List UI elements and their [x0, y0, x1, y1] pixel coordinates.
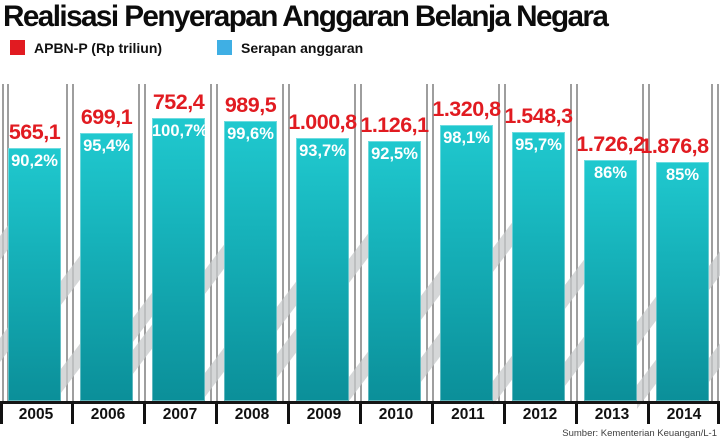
separator-pillar-line [570, 84, 572, 403]
bar: 98,1% [440, 125, 493, 401]
separator-pillar-line [66, 84, 68, 403]
separator-pillar-line [642, 84, 644, 403]
bar-value-label: 699,1 [80, 105, 133, 129]
year-label: 2009 [306, 406, 342, 423]
bar-percent-label: 100,7% [152, 122, 208, 140]
legend-swatch-red-icon [10, 40, 25, 55]
bar: 86% [584, 160, 637, 401]
bar-value-label: 989,5 [224, 93, 277, 117]
separator-pillar-line [426, 84, 428, 403]
separator-pillar-line [711, 84, 713, 403]
bar: 100,7% [152, 118, 208, 401]
separator-pillar-line [716, 84, 719, 403]
year-axis-tick [431, 402, 434, 424]
bar: 92,5% [368, 141, 421, 401]
year-axis-tick [503, 402, 506, 424]
year-label: 2012 [522, 406, 558, 423]
separator-pillar-line [576, 84, 578, 403]
bar: 85% [656, 162, 709, 401]
year-axis-tick [0, 402, 3, 424]
year-axis-tick [359, 402, 362, 424]
bar-percent-label: 98,1% [443, 129, 490, 147]
bar-percent-label: 90,2% [11, 152, 58, 170]
separator-pillar-line [648, 84, 650, 403]
bar-value-label: 1.548,3 [504, 104, 573, 128]
bar-value-label: 1.726,2 [576, 132, 645, 156]
separator-pillar-line [432, 84, 434, 403]
legend-item-apbnp: APBN-P (Rp triliun) [10, 39, 162, 56]
legend-label-serapan: Serapan anggaran [241, 39, 364, 56]
year-label: 2011 [451, 406, 485, 423]
bar: 95,4% [80, 133, 133, 401]
bar: 95,7% [512, 132, 565, 401]
separator-pillar-line [72, 84, 74, 403]
bar-percent-label: 85% [665, 166, 700, 184]
year-label: 2006 [90, 406, 126, 423]
bar-percent-label: 93,7% [299, 142, 346, 160]
year-label: 2013 [594, 406, 630, 423]
x-axis-baseline [0, 401, 720, 404]
year-axis-tick [215, 402, 218, 424]
bar: 90,2% [8, 148, 61, 401]
legend-item-serapan: Serapan anggaran [217, 39, 363, 56]
bar-percent-label: 86% [593, 164, 628, 182]
bar-value-label: 1.320,8 [432, 97, 501, 121]
page-title: Realisasi Penyerapan Anggaran Belanja Ne… [3, 0, 609, 33]
separator-pillar-line [288, 84, 290, 403]
bar-percent-label: 92,5% [371, 145, 418, 163]
year-label: 2008 [234, 406, 270, 423]
separator-pillar-line [282, 84, 284, 403]
bar-percent-label: 99,6% [227, 125, 274, 143]
year-label: 2007 [162, 406, 198, 423]
bar-percent-label: 95,4% [83, 137, 130, 155]
year-axis-tick [143, 402, 146, 424]
year-axis-tick [71, 402, 74, 424]
bar-value-label: 1.126,1 [360, 113, 429, 137]
year-label: 2010 [378, 406, 414, 423]
bar-percent-label: 95,7% [515, 136, 562, 154]
separator-pillar-line [216, 84, 218, 403]
separator-pillar-line [354, 84, 356, 403]
bar-value-label: 565,1 [8, 120, 61, 144]
year-axis-tick [647, 402, 650, 424]
bar: 99,6% [224, 121, 277, 401]
separator-pillar-line [210, 84, 212, 403]
year-axis-tick [575, 402, 578, 424]
year-label: 2014 [666, 406, 702, 423]
separator-pillar-line [144, 84, 146, 403]
year-axis-tick [717, 402, 720, 424]
bar: 93,7% [296, 138, 349, 401]
separator-pillar-line [138, 84, 140, 403]
legend-label-apbnp: APBN-P (Rp triliun) [34, 39, 163, 56]
year-axis-tick [287, 402, 290, 424]
year-label: 2005 [18, 406, 54, 423]
legend-swatch-blue-icon [217, 40, 232, 55]
source-credit: Sumber: Kementerian Keuangan/L-1 [562, 428, 717, 439]
bar-value-label: 1.876,8 [640, 134, 709, 158]
bar-value-label: 1.000,8 [288, 110, 357, 134]
bar-value-label: 752,4 [152, 90, 205, 114]
